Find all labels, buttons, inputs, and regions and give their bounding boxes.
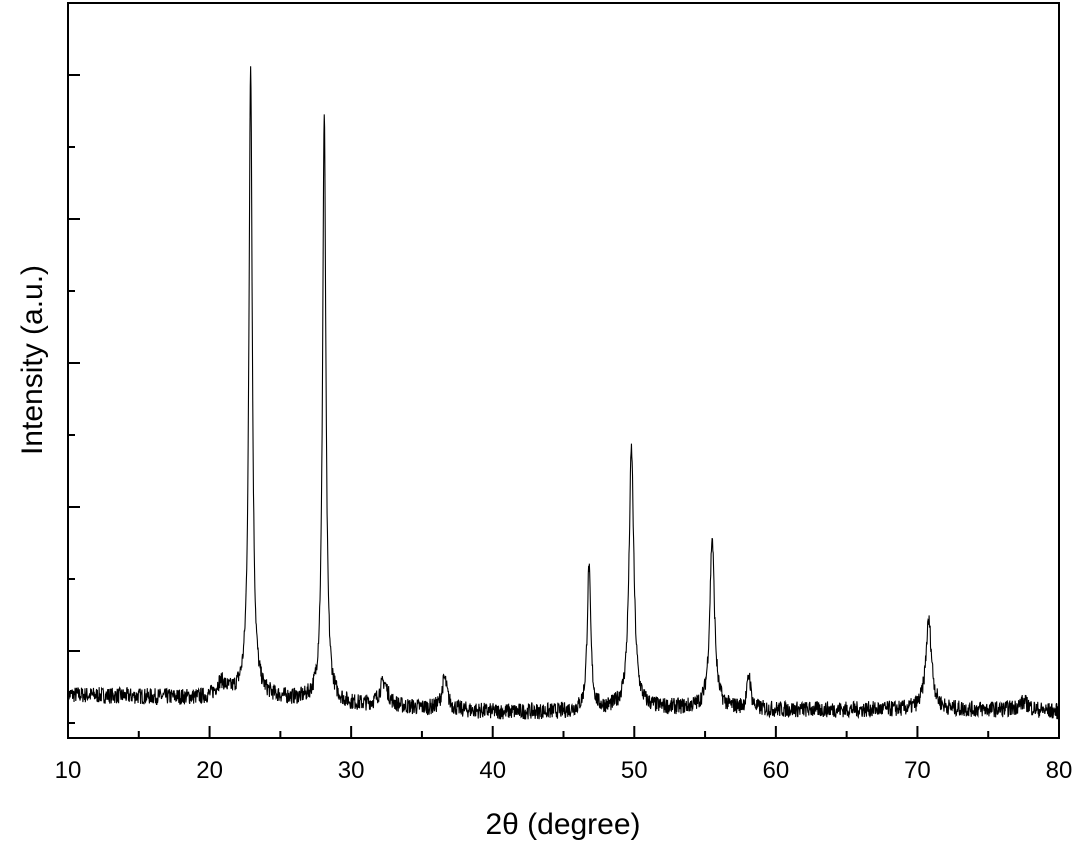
x-tick-label: 50 bbox=[621, 757, 648, 784]
x-axis-ticks bbox=[67, 726, 1060, 738]
x-tick-label: 60 bbox=[763, 757, 790, 784]
y-axis-ticks bbox=[68, 74, 80, 724]
y-axis-title: Intensity (a.u.) bbox=[16, 265, 49, 455]
x-tick-label: 80 bbox=[1046, 757, 1073, 784]
x-tick-label: 30 bbox=[338, 757, 365, 784]
intensity-series-line bbox=[67, 66, 1060, 720]
x-tick-label: 10 bbox=[55, 757, 82, 784]
x-axis-title: 2θ (degree) bbox=[485, 808, 640, 841]
x-axis-tick-labels: 10 20 30 40 50 60 70 80 bbox=[55, 757, 1073, 784]
x-tick-label: 70 bbox=[904, 757, 931, 784]
x-tick-label: 40 bbox=[479, 757, 506, 784]
x-tick-label: 20 bbox=[196, 757, 223, 784]
plot-frame bbox=[67, 2, 1060, 739]
